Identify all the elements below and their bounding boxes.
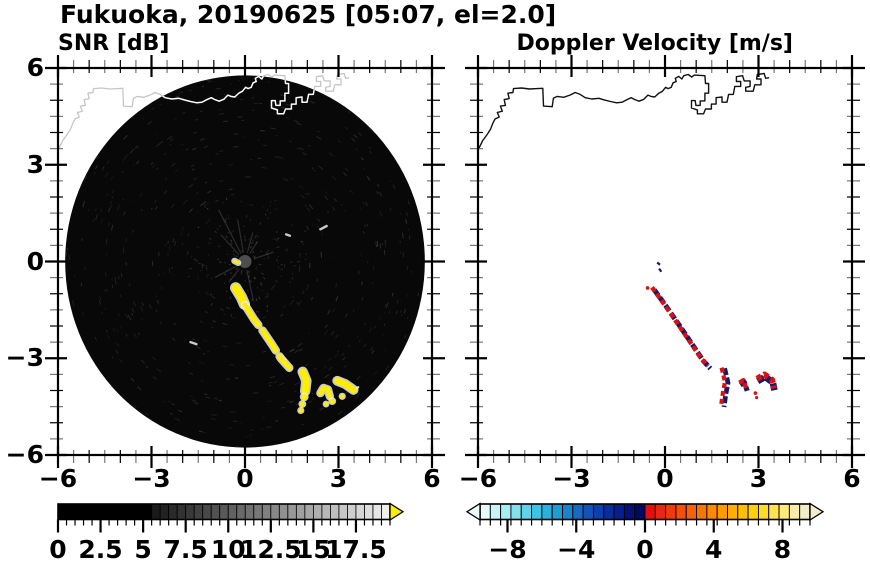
noise-texture [65, 78, 421, 448]
snr-scan-area [57, 72, 425, 448]
doppler-scan-area [477, 72, 770, 151]
snr-echo-streaks [230, 257, 359, 415]
snr-frame [56, 66, 434, 457]
dop-frame [476, 66, 854, 457]
snr-axes [45, 55, 445, 468]
doppler-colorbar [465, 502, 825, 533]
radar-site-disk [238, 255, 252, 268]
snr-colorbar [56, 502, 405, 533]
doppler-echo-streaks [645, 261, 778, 408]
dop-axes [465, 55, 865, 468]
coastline-doppler [477, 72, 770, 151]
